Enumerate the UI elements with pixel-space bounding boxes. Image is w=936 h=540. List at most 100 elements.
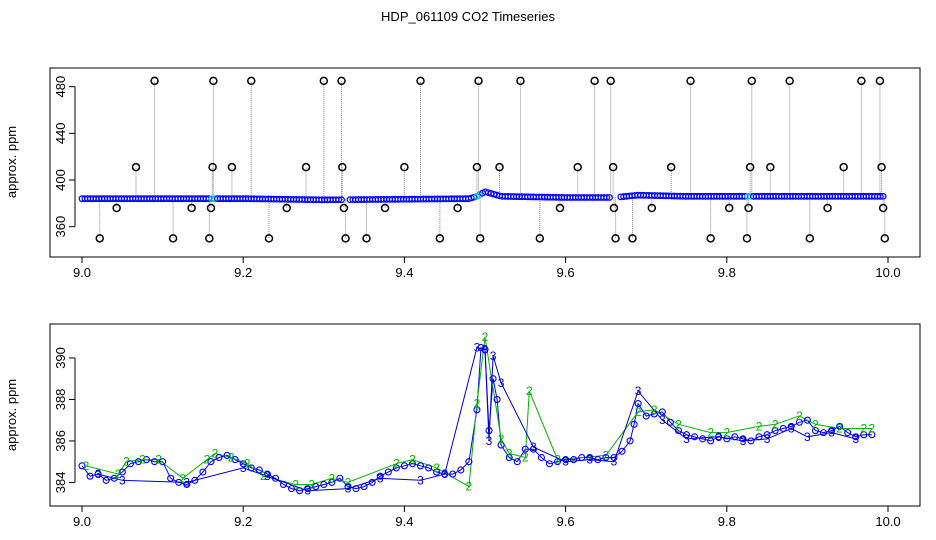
series-o-marker — [376, 472, 384, 480]
series-o-marker — [674, 427, 682, 435]
series-o-marker — [449, 470, 457, 478]
series-2-marker: 2 — [308, 477, 315, 491]
bottom-panel-y-axis: 384 386 388 390 — [53, 347, 76, 493]
series-o-marker — [658, 408, 666, 416]
series-2-marker: 2 — [155, 453, 162, 467]
outlier-point — [435, 234, 445, 243]
series-o-marker — [477, 344, 485, 352]
series-o-marker — [707, 437, 715, 445]
series-o-marker — [159, 458, 167, 466]
series-o-marker — [602, 453, 610, 462]
series-2-marker: 2 — [796, 409, 803, 423]
series-2-marker: 2 — [244, 457, 251, 471]
baseline-point — [606, 194, 613, 201]
series-o-marker — [771, 427, 779, 435]
series-line — [81, 346, 872, 492]
series-o-marker — [715, 433, 723, 441]
y-tick-label: 440 — [53, 122, 68, 144]
series-2-marker: 2 — [345, 475, 352, 489]
series-o-marker — [747, 437, 755, 445]
series-3-marker: 3 — [562, 455, 569, 469]
series-o-marker — [263, 470, 271, 478]
y-tick-label: 480 — [53, 76, 68, 98]
series-o-marker — [626, 437, 634, 445]
series-o-marker — [368, 478, 376, 486]
series-3-marker: 3 — [683, 432, 690, 446]
series-o-marker — [642, 412, 650, 420]
series-2-marker: 2 — [812, 417, 819, 431]
series-o-marker — [408, 460, 417, 468]
x-tick-label: 9.4 — [395, 265, 413, 280]
series-3-marker: 3 — [345, 482, 352, 496]
series-o-marker — [328, 478, 336, 486]
series-o-marker — [231, 456, 239, 464]
series-3-marker: 3 — [482, 343, 489, 357]
series-o-marker — [618, 447, 626, 455]
series-2-marker: 2 — [393, 457, 400, 471]
series-o-marker — [384, 468, 392, 476]
series-3-marker: 3 — [474, 341, 481, 355]
series-o-marker — [86, 472, 94, 480]
series-o-marker — [489, 375, 497, 383]
outlier-point — [606, 76, 615, 86]
series-o-marker — [110, 474, 118, 482]
series-o-marker — [344, 483, 352, 491]
series-2-marker: 2 — [603, 448, 610, 462]
outlier-point — [666, 162, 676, 172]
series-o-marker — [296, 487, 304, 495]
series-o-marker — [545, 460, 554, 468]
series-o-marker — [610, 453, 618, 462]
x-tick-label: 9.2 — [234, 265, 252, 280]
outlier-point — [880, 234, 890, 243]
series-2-marker: 2 — [723, 426, 730, 440]
baseline-point — [879, 192, 887, 200]
outlier-point — [341, 234, 350, 243]
series-3-marker: 3 — [486, 434, 493, 448]
x-tick-label: 10.0 — [875, 265, 900, 280]
top-panel-y-label: approx. ppm — [4, 126, 19, 198]
outlier-point — [823, 203, 832, 213]
outlier-point — [573, 162, 582, 172]
series-2-marker: 2 — [498, 432, 505, 446]
series-o-marker — [416, 462, 425, 470]
series-o-marker — [852, 433, 860, 441]
outlier-point — [95, 234, 104, 243]
outlier-point — [282, 203, 291, 213]
series-o-marker — [78, 462, 86, 470]
outlier-point — [131, 162, 141, 172]
series-3-marker: 3 — [377, 471, 384, 485]
series-o-marker — [336, 474, 344, 482]
series-o-marker — [553, 458, 562, 466]
chart-title: HDP_061109 CO2 Timeseries — [381, 9, 555, 24]
y-tick-label: 400 — [53, 169, 68, 191]
outlier-point — [209, 76, 218, 86]
x-tick-label: 9.0 — [73, 514, 91, 529]
outlier-point — [264, 234, 274, 243]
outlier-point — [472, 162, 482, 172]
outlier-point — [416, 76, 425, 86]
y-tick-label: 390 — [53, 347, 68, 369]
series-o-marker — [207, 458, 215, 466]
outlier-point — [686, 76, 695, 86]
series-o-marker — [126, 460, 134, 468]
outlier-point — [745, 162, 755, 172]
series-2-marker: 2 — [635, 405, 642, 419]
outlier-point — [208, 162, 217, 172]
series-o-marker — [497, 441, 505, 449]
series-2-marker: 2 — [756, 419, 763, 433]
series-2-marker: 2 — [204, 453, 211, 467]
outlier-point — [362, 234, 371, 243]
series-3-marker: 3 — [490, 349, 497, 363]
series-o-marker — [473, 406, 481, 414]
series-2-marker: 2 — [526, 384, 533, 398]
outlier-point — [168, 234, 178, 243]
outlier-point — [611, 234, 620, 243]
series-2-marker: 2 — [115, 467, 122, 481]
series-o-marker — [312, 483, 320, 491]
series-2-marker: 2 — [506, 446, 513, 460]
series-o-marker — [134, 458, 142, 466]
series-2-marker: 2 — [707, 426, 714, 440]
x-tick-label: 9.6 — [557, 514, 575, 529]
outlier-point — [839, 162, 848, 172]
